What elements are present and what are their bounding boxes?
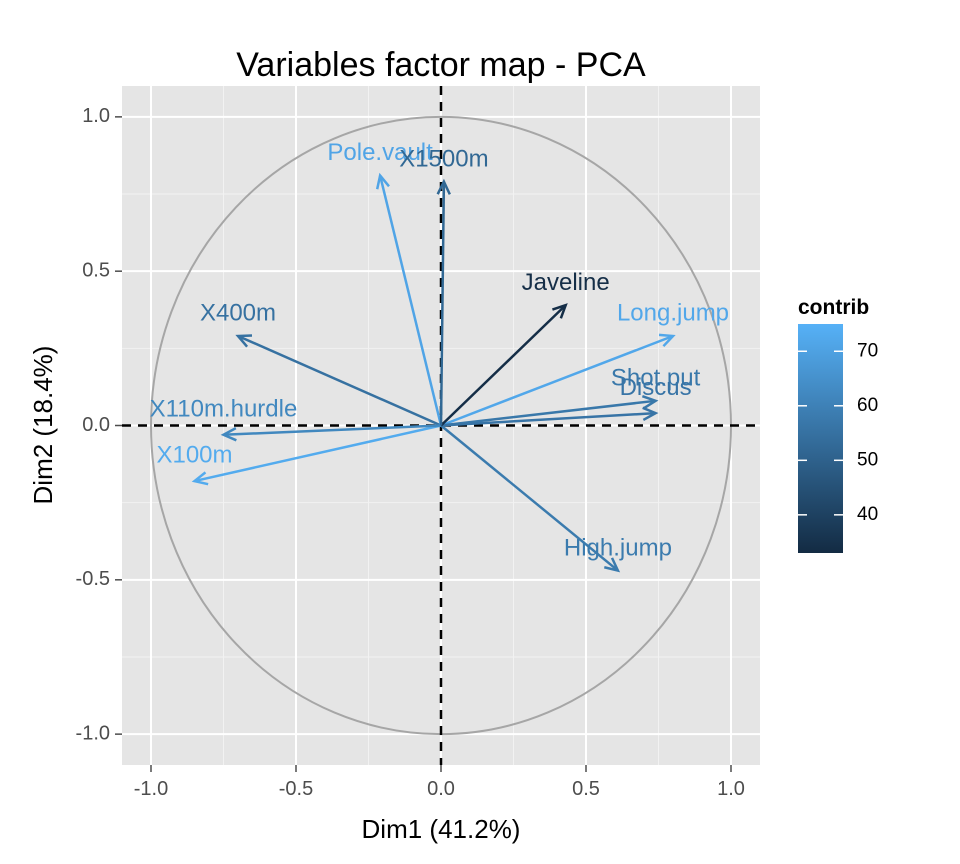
x-tick-label: 1.0 xyxy=(717,778,745,800)
arrow-High.jump xyxy=(440,424,619,572)
plot-area: X100m Long.jump Shot.put High.jump X400m X110… xyxy=(76,86,760,800)
y-tick-label: 0.5 xyxy=(82,259,110,281)
x-tick-label: -1.0 xyxy=(134,778,168,800)
arrow-X400m xyxy=(237,334,442,427)
arrow-Long.jump xyxy=(440,334,674,427)
variable-label: Javeline xyxy=(522,269,610,296)
arrowhead-X400m xyxy=(235,334,253,348)
legend-tick-label: 60 xyxy=(857,395,878,416)
arrowhead-Javeline xyxy=(552,303,568,319)
x-tick-label: 0.5 xyxy=(572,778,600,800)
variable-label: Shot.put xyxy=(611,365,701,392)
legend-tick-label: 40 xyxy=(857,504,878,525)
arrowhead-Long.jump xyxy=(658,333,676,348)
x-tick-label: 0.0 xyxy=(427,778,455,800)
legend-tick-label: 50 xyxy=(857,449,878,470)
y-tick-label: 1.0 xyxy=(82,105,110,127)
legend: contrib 40 50 60 70 xyxy=(798,296,878,553)
arrow-X110m.hurdle xyxy=(223,424,442,437)
y-axis-title: Dim2 (18.4%) xyxy=(28,346,58,505)
x-tick-label: -0.5 xyxy=(279,778,313,800)
chart-title: Variables factor map - PCA xyxy=(236,46,646,84)
arrowhead-X1500m xyxy=(436,178,451,195)
y-tick-label: 0.0 xyxy=(82,414,110,436)
arrowhead-High.jump xyxy=(604,557,621,573)
variable-label: X100m xyxy=(156,442,232,469)
arrowhead-Shot.put xyxy=(641,395,659,410)
legend-title: contrib xyxy=(798,296,869,319)
variable-label: Discus xyxy=(620,374,692,401)
variable-label: X110m.hurdle xyxy=(150,395,298,422)
arrow-Javeline xyxy=(440,304,567,427)
arrow-X100m xyxy=(194,424,442,483)
variable-label: Pole.vault xyxy=(327,139,433,166)
y-tick-label: -0.5 xyxy=(76,568,110,590)
arrow-Pole.vault xyxy=(378,175,443,426)
variable-label: High.jump xyxy=(564,534,672,561)
legend-colorbar xyxy=(798,324,843,553)
variable-label: Long.jump xyxy=(617,300,729,327)
legend-tick-label: 70 xyxy=(857,340,878,361)
arrow-Shot.put xyxy=(440,399,656,427)
variable-label: X1500m xyxy=(399,145,488,172)
arrowhead-Pole.vault xyxy=(375,172,390,190)
arrowhead-X100m xyxy=(191,471,209,486)
arrow-X1500m xyxy=(439,181,446,426)
x-axis-title: Dim1 (41.2%) xyxy=(362,814,521,844)
y-tick-label: -1.0 xyxy=(76,722,110,744)
arrowhead-X110m.hurdle xyxy=(220,427,237,442)
arrowhead-Discus xyxy=(642,406,659,422)
arrow-Discus xyxy=(440,411,656,427)
variable-label: X400m xyxy=(200,300,276,327)
